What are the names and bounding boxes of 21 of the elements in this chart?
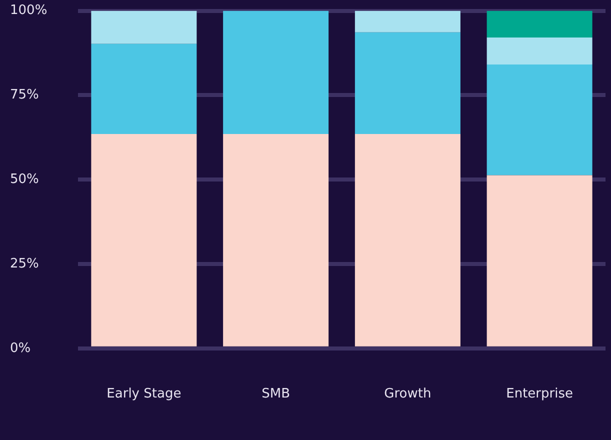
bar bbox=[91, 10, 197, 44]
x-tick-label: Growth bbox=[384, 386, 432, 402]
bar bbox=[354, 134, 460, 346]
bar bbox=[354, 32, 460, 134]
x-tick-label: SMB bbox=[262, 386, 290, 402]
bar bbox=[91, 44, 197, 134]
x-tick-label: Enterprise bbox=[506, 386, 573, 402]
y-tick-label: 0% bbox=[10, 340, 31, 356]
y-tick-label: 50% bbox=[10, 172, 39, 187]
bar bbox=[91, 134, 197, 346]
y-tick-label: 75% bbox=[10, 88, 39, 103]
bar bbox=[486, 37, 592, 64]
y-tick-label: 100% bbox=[10, 3, 48, 18]
bar bbox=[486, 10, 592, 38]
x-tick-label: Early Stage bbox=[106, 386, 182, 402]
y-tick-label: 25% bbox=[10, 256, 39, 272]
bar bbox=[223, 10, 329, 134]
bar bbox=[223, 134, 329, 346]
bar bbox=[354, 10, 460, 32]
bar bbox=[486, 175, 592, 346]
bar bbox=[486, 64, 592, 176]
